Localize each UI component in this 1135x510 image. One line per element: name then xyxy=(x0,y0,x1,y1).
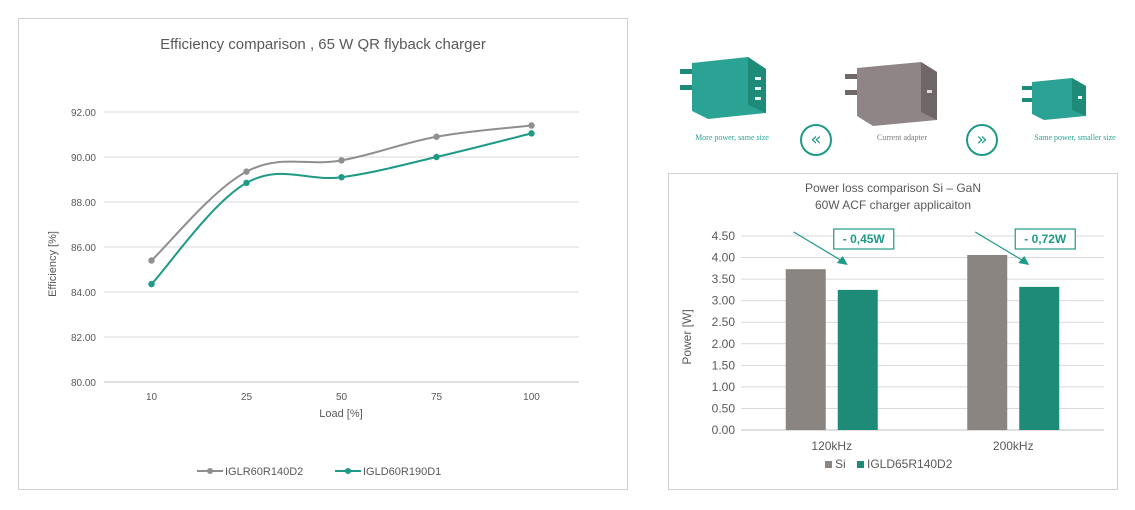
data-point xyxy=(148,257,155,264)
annotation-arrow xyxy=(793,231,845,263)
x-tick-label: 25 xyxy=(241,392,253,403)
bar xyxy=(1019,286,1060,430)
legend-swatch xyxy=(857,461,864,468)
legend-label: IGLR60R140D2 xyxy=(225,466,303,478)
y-tick-label: 80.00 xyxy=(71,378,96,389)
double-chevron-right-icon[interactable]: » xyxy=(966,124,998,156)
legend-label: Si xyxy=(835,457,846,471)
adapter-smaller-illustration xyxy=(1020,76,1100,131)
annotation-box xyxy=(1014,228,1076,250)
y-tick-label: 3.00 xyxy=(712,294,736,308)
annotation-box xyxy=(833,228,895,250)
efficiency-line-chart: Efficiency comparison , 65 W QR flyback … xyxy=(47,36,579,478)
annotation-label: - 0,72W xyxy=(1024,232,1067,246)
double-chevron-left-icon[interactable]: « xyxy=(800,124,832,156)
y-tick-label: 1.00 xyxy=(712,380,736,394)
chart-title: Efficiency comparison , 65 W QR flyback … xyxy=(160,36,486,53)
legend-label: IGLD60R190D1 xyxy=(363,466,441,478)
annotation-label: - 0,45W xyxy=(843,232,886,246)
y-tick-label: 92.00 xyxy=(71,108,96,119)
y-tick-label: 0.00 xyxy=(712,423,736,437)
annotation-arrowhead xyxy=(1018,256,1030,265)
legend-marker xyxy=(345,468,351,474)
legend-label: IGLD65R140D2 xyxy=(867,457,953,471)
y-axis-label: Efficiency [%] xyxy=(47,231,59,297)
y-tick-label: 3.50 xyxy=(712,272,736,286)
legend-swatch xyxy=(825,461,832,468)
y-tick-label: 88.00 xyxy=(71,198,96,209)
y-tick-label: 90.00 xyxy=(71,153,96,164)
chart-title-line1: Power loss comparison Si – GaN xyxy=(805,181,981,195)
series-line xyxy=(150,124,532,262)
annotation-arrow xyxy=(974,231,1026,263)
adapter-right-caption: Same power, smaller size xyxy=(1034,133,1116,142)
adapter-left-caption: More power, same size xyxy=(695,133,769,142)
x-tick-label: 50 xyxy=(336,392,348,403)
y-tick-label: 86.00 xyxy=(71,243,96,254)
data-point xyxy=(433,153,440,161)
adapter-more-power-illustration xyxy=(678,55,778,130)
power-loss-chart-panel: Power loss comparison Si – GaN 60W ACF c… xyxy=(668,173,1118,490)
data-point xyxy=(243,168,250,175)
y-tick-label: 84.00 xyxy=(71,288,96,299)
y-tick-label: 82.00 xyxy=(71,333,96,344)
data-point xyxy=(338,174,345,181)
x-tick-label: 100 xyxy=(523,392,540,403)
y-tick-label: 1.50 xyxy=(712,358,736,372)
data-point xyxy=(243,179,250,187)
adapter-center-caption: Current adapter xyxy=(877,133,927,142)
y-tick-label: 2.00 xyxy=(712,337,736,351)
x-tick-label: 120kHz xyxy=(811,439,852,453)
bar xyxy=(837,289,878,430)
y-axis-label: Power [W] xyxy=(680,309,694,364)
efficiency-chart-panel: Efficiency comparison , 65 W QR flyback … xyxy=(18,18,628,490)
y-tick-label: 0.50 xyxy=(712,401,736,415)
data-point xyxy=(338,157,345,164)
x-axis-label: Load [%] xyxy=(319,408,362,420)
chart-title-line2: 60W ACF charger applicaiton xyxy=(815,198,971,212)
data-point xyxy=(148,280,155,288)
legend-marker xyxy=(207,468,213,474)
series-line xyxy=(150,132,532,285)
x-tick-label: 75 xyxy=(431,392,443,403)
annotation-arrowhead xyxy=(836,256,848,265)
y-tick-label: 2.50 xyxy=(712,315,736,329)
y-tick-label: 4.50 xyxy=(712,229,736,243)
data-point xyxy=(528,122,535,129)
bar xyxy=(785,269,826,430)
data-point xyxy=(433,133,440,140)
power-loss-bar-chart: Power loss comparison Si – GaN 60W ACF c… xyxy=(680,181,1104,471)
adapter-current-illustration xyxy=(843,60,943,135)
y-tick-label: 4.00 xyxy=(712,251,736,265)
data-point xyxy=(528,130,535,137)
bar xyxy=(967,254,1008,430)
x-tick-label: 200kHz xyxy=(993,439,1034,453)
x-tick-label: 10 xyxy=(146,392,158,403)
